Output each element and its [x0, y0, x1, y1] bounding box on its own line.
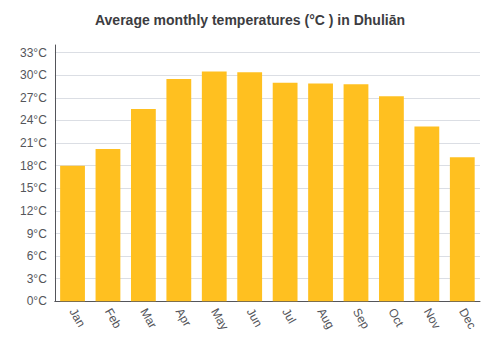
svg-text:Jun: Jun: [244, 306, 266, 330]
svg-text:33°C: 33°C: [20, 46, 47, 60]
svg-text:Dec: Dec: [456, 306, 479, 331]
svg-text:Mar: Mar: [137, 306, 159, 331]
svg-text:Apr: Apr: [173, 306, 194, 329]
svg-text:12°C: 12°C: [20, 204, 47, 218]
svg-text:May: May: [208, 306, 231, 333]
svg-text:30°C: 30°C: [20, 68, 47, 82]
svg-text:Jul: Jul: [279, 306, 299, 326]
svg-text:Average monthly temperatures (: Average monthly temperatures (°C ) in Dh…: [95, 12, 405, 28]
svg-text:Feb: Feb: [102, 306, 125, 331]
svg-text:Nov: Nov: [421, 306, 444, 331]
svg-text:24°C: 24°C: [20, 113, 47, 127]
svg-text:9°C: 9°C: [27, 227, 47, 241]
svg-text:27°C: 27°C: [20, 91, 47, 105]
svg-text:6°C: 6°C: [27, 249, 47, 263]
svg-text:Sep: Sep: [350, 306, 373, 332]
svg-text:Oct: Oct: [385, 306, 407, 330]
svg-text:15°C: 15°C: [20, 181, 47, 195]
svg-text:21°C: 21°C: [20, 136, 47, 150]
svg-text:Aug: Aug: [314, 306, 337, 331]
svg-text:3°C: 3°C: [27, 272, 47, 286]
svg-text:18°C: 18°C: [20, 159, 47, 173]
svg-text:0°C: 0°C: [27, 294, 47, 308]
svg-text:Jan: Jan: [66, 306, 88, 330]
